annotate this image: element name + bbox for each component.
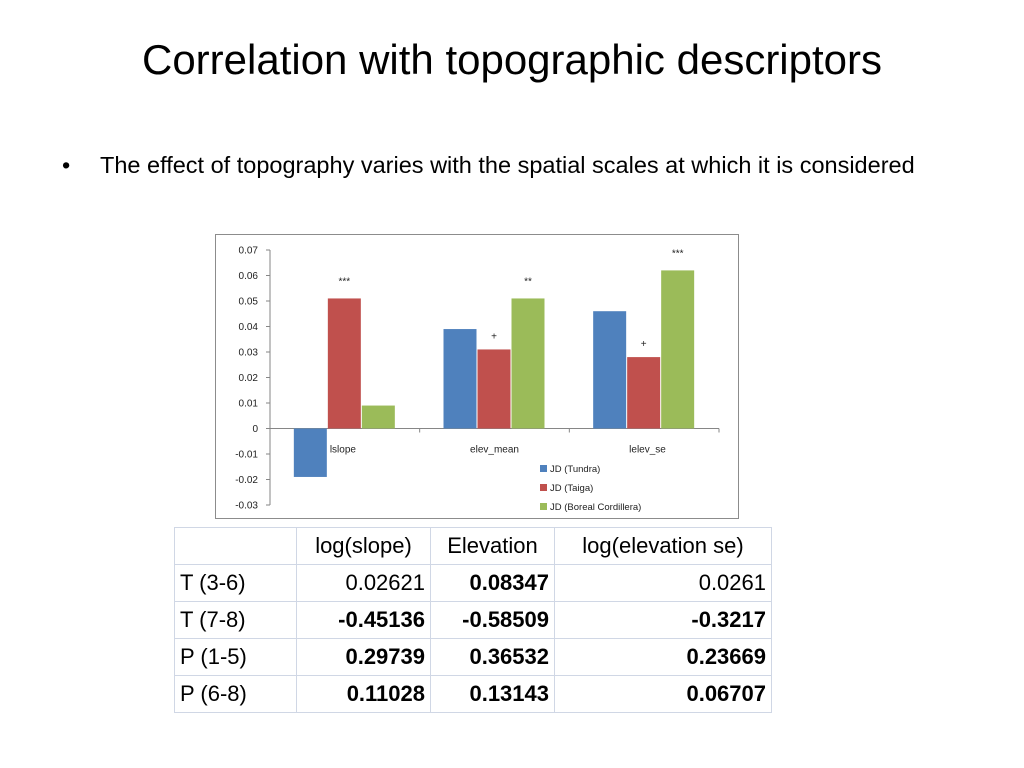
y-tick-label: -0.01 xyxy=(235,450,258,461)
table-cell: 0.23669 xyxy=(554,638,772,676)
table-cell: 0.13143 xyxy=(430,675,555,713)
table-cell: 0.11028 xyxy=(296,675,431,713)
table-header-corner xyxy=(174,527,297,565)
table-cell: 0.02621 xyxy=(296,564,431,602)
significance-label: + xyxy=(491,331,497,342)
legend-swatch xyxy=(540,465,547,472)
table-row: T (7-8) -0.45136 -0.58509 -0.3217 xyxy=(174,601,772,639)
y-tick-label: 0 xyxy=(252,424,258,435)
table-row-label: P (1-5) xyxy=(174,638,297,676)
bar xyxy=(593,311,627,429)
significance-label: *** xyxy=(672,248,684,259)
bar xyxy=(477,349,511,429)
table-cell: 0.36532 xyxy=(430,638,555,676)
significance-label: + xyxy=(641,339,647,350)
bullet-text: The effect of topography varies with the… xyxy=(100,152,915,178)
table-cell: 0.08347 xyxy=(430,564,555,602)
table-row: P (1-5) 0.29739 0.36532 0.23669 xyxy=(174,638,772,676)
table-header-row: log(slope) Elevation log(elevation se) xyxy=(174,527,772,565)
bar-chart-svg: 0.07 0.06 0.05 0.04 0.03 0.02 0.01 0 -0.01 -0.02 -… xyxy=(235,246,720,513)
legend-swatch xyxy=(540,484,547,491)
legend-label: JD (Tundra) xyxy=(550,464,600,475)
table-row-label: T (7-8) xyxy=(174,601,297,639)
significance-label: ** xyxy=(524,276,532,287)
table-row-label: T (3-6) xyxy=(174,564,297,602)
y-tick-label: -0.02 xyxy=(235,475,258,486)
table-cell: 0.29739 xyxy=(296,638,431,676)
y-tick-label: 0.01 xyxy=(239,399,259,410)
bar xyxy=(511,298,545,429)
legend-swatch xyxy=(540,503,547,510)
category-label: lslope xyxy=(330,445,357,456)
legend-label: JD (Boreal Cordillera) xyxy=(550,502,641,513)
table-header-log-slope: log(slope) xyxy=(296,527,431,565)
bar xyxy=(327,298,361,429)
category-label: lelev_se xyxy=(629,445,666,456)
correlation-table: log(slope) Elevation log(elevation se) T… xyxy=(174,527,772,713)
bar xyxy=(627,357,661,429)
table-cell: 0.0261 xyxy=(554,564,772,602)
bullet-dot: • xyxy=(62,152,71,178)
slide-title: Correlation with topographic descriptors xyxy=(141,36,883,83)
y-tick-label: 0.07 xyxy=(239,246,259,257)
bar xyxy=(293,428,327,477)
bar xyxy=(661,270,695,429)
bar xyxy=(443,329,477,429)
y-tick-label: 0.03 xyxy=(239,348,259,359)
table-row: T (3-6) 0.02621 0.08347 0.0261 xyxy=(174,564,772,602)
table-header-log-elevation-se: log(elevation se) xyxy=(554,527,772,565)
y-tick-label: -0.03 xyxy=(235,501,258,512)
bar xyxy=(361,405,395,429)
category-label: elev_mean xyxy=(470,445,519,456)
y-tick-label: 0.05 xyxy=(239,297,259,308)
y-tick-label: 0.04 xyxy=(239,322,259,333)
legend-label: JD (Taiga) xyxy=(550,483,593,494)
table-header-elevation: Elevation xyxy=(430,527,555,565)
table-row: P (6-8) 0.11028 0.13143 0.06707 xyxy=(174,675,772,713)
y-tick-label: 0.06 xyxy=(239,271,259,282)
table-cell: -0.3217 xyxy=(554,601,772,639)
bar-chart: 0.07 0.06 0.05 0.04 0.03 0.02 0.01 0 -0.01 -0.02 -… xyxy=(215,234,739,519)
significance-label: *** xyxy=(338,276,350,287)
table-cell: -0.58509 xyxy=(430,601,555,639)
y-tick-label: 0.02 xyxy=(239,373,259,384)
table-cell: -0.45136 xyxy=(296,601,431,639)
table-row-label: P (6-8) xyxy=(174,675,297,713)
table-cell: 0.06707 xyxy=(554,675,772,713)
